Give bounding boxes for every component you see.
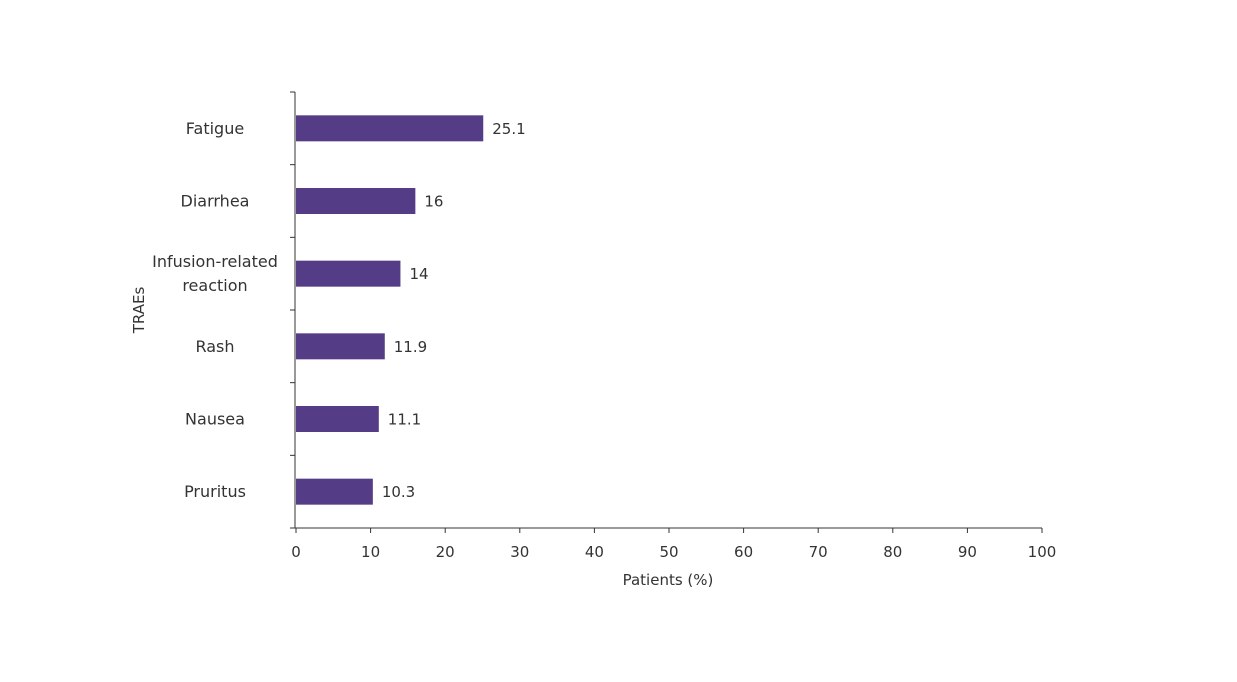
x-tick-label-3: 30 <box>510 543 529 561</box>
y-axis-title: TRAEs <box>130 287 148 335</box>
bar-1 <box>296 188 416 214</box>
data-label-1: 16 <box>424 193 443 211</box>
x-tick-label-7: 70 <box>809 543 828 561</box>
category-label-line: Pruritus <box>184 482 246 501</box>
data-label-4: 11.1 <box>388 411 421 429</box>
x-tick-label-1: 10 <box>361 543 380 561</box>
x-tick-label-5: 50 <box>659 543 678 561</box>
category-label-4: Nausea <box>185 410 245 429</box>
x-tick-label-6: 60 <box>734 543 753 561</box>
x-tick-label-9: 90 <box>958 543 977 561</box>
data-label-2: 14 <box>409 265 428 283</box>
bars-layer <box>296 115 484 505</box>
category-label-5: Pruritus <box>184 482 246 501</box>
x-tick-label-10: 100 <box>1028 543 1057 561</box>
category-label-line: Infusion-related <box>152 252 278 271</box>
bar-3 <box>296 333 385 360</box>
category-label-line: Nausea <box>185 410 245 429</box>
category-label-line: reaction <box>182 276 247 295</box>
x-ticks-layer: 0 10 20 30 40 50 60 70 80 90 100 <box>291 528 1056 561</box>
category-label-line: Rash <box>195 337 234 356</box>
bar-5 <box>296 478 373 505</box>
category-label-0: Fatigue <box>186 119 244 138</box>
bar-2 <box>296 260 401 287</box>
axes-layer <box>290 91 1042 529</box>
x-axis-title: Patients (%) <box>623 571 714 589</box>
category-label-3: Rash <box>195 337 234 356</box>
data-label-0: 25.1 <box>492 120 525 138</box>
category-labels-layer: Fatigue Diarrhea Infusion-related reaction R… <box>152 119 278 501</box>
x-tick-label-2: 20 <box>436 543 455 561</box>
category-label-line: Fatigue <box>186 119 244 138</box>
category-label-line: Diarrhea <box>181 192 250 211</box>
category-label-1: Diarrhea <box>181 192 250 211</box>
category-label-2: Infusion-related reaction <box>152 252 278 295</box>
data-label-5: 10.3 <box>382 483 415 501</box>
bar-4 <box>296 406 379 432</box>
x-tick-label-0: 0 <box>291 543 301 561</box>
data-labels-layer: 25.1 16 14 11.9 11.1 10.3 <box>382 120 526 501</box>
x-tick-label-8: 80 <box>883 543 902 561</box>
data-label-3: 11.9 <box>394 338 427 356</box>
x-tick-label-4: 40 <box>585 543 604 561</box>
bar-0 <box>296 115 484 142</box>
